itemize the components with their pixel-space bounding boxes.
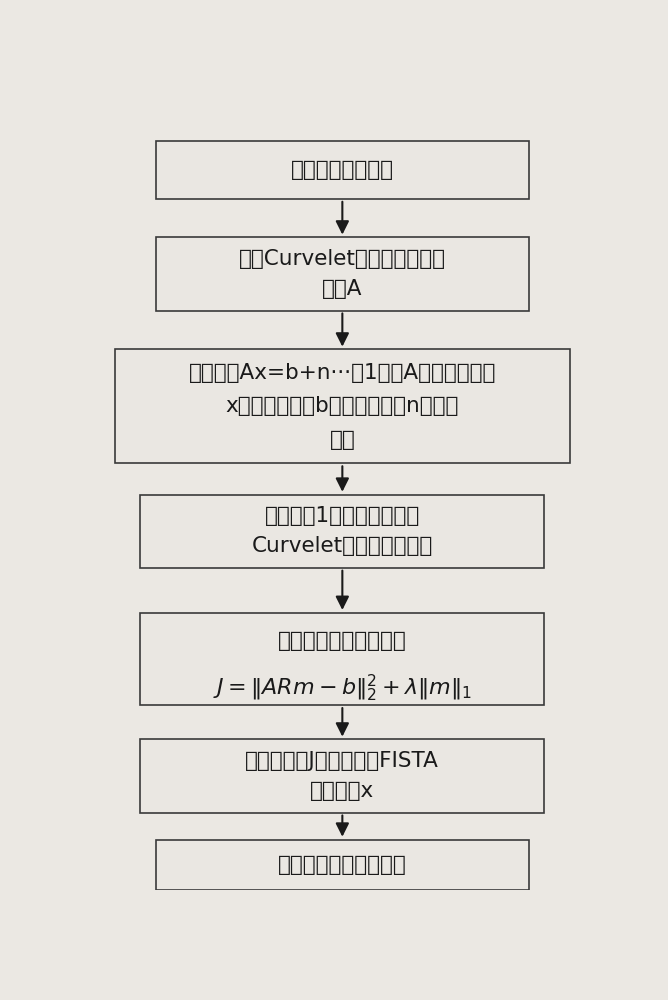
Text: $J = \|ARm - b\|_2^2 + \lambda\|m\|_1$: $J = \|ARm - b\|_2^2 + \lambda\|m\|_1$ <box>212 673 472 704</box>
FancyBboxPatch shape <box>115 349 570 463</box>
Text: Curvelet域变为稀疏数据: Curvelet域变为稀疏数据 <box>252 536 433 556</box>
Text: 算法求解x: 算法求解x <box>310 781 375 801</box>
FancyBboxPatch shape <box>156 141 529 199</box>
FancyBboxPatch shape <box>140 613 544 705</box>
FancyBboxPatch shape <box>140 739 544 813</box>
Text: 将等式（1）中数据转换到: 将等式（1）中数据转换到 <box>265 506 420 526</box>
FancyBboxPatch shape <box>156 840 529 890</box>
Text: 输出滤波后的地震数据: 输出滤波后的地震数据 <box>278 855 407 875</box>
Text: 令目标函数J最小，利用FISTA: 令目标函数J最小，利用FISTA <box>245 751 440 771</box>
Text: 算子A: 算子A <box>322 279 363 299</box>
FancyBboxPatch shape <box>140 495 544 568</box>
Text: 输入含噪信号道集: 输入含噪信号道集 <box>291 160 394 180</box>
FancyBboxPatch shape <box>156 237 529 311</box>
Text: 利用Curvelet变换，求取匹配: 利用Curvelet变换，求取匹配 <box>239 249 446 269</box>
Text: 构建等式Ax=b+n···（1），A为匹配算子，: 构建等式Ax=b+n···（1），A为匹配算子， <box>188 363 496 383</box>
Text: 噪声: 噪声 <box>329 430 355 450</box>
Text: 将等式转化为目标函数: 将等式转化为目标函数 <box>278 631 407 651</box>
Text: x待匹配数据，b为观测数据，n为随机: x待匹配数据，b为观测数据，n为随机 <box>226 396 459 416</box>
